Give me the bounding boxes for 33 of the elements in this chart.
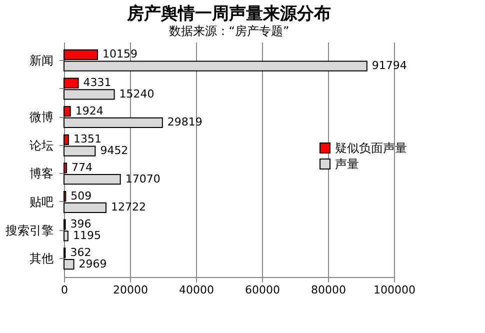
data-label: 1351 <box>73 132 102 146</box>
chart-subtitle: 数据来源：“房产专题” <box>168 24 290 38</box>
y-tick-label: 搜索引擎 <box>6 223 54 238</box>
legend-label: 声量 <box>335 157 359 171</box>
x-tick-label: 80000 <box>311 284 346 296</box>
x-tick-label: 40000 <box>179 284 214 296</box>
data-label: 91794 <box>372 59 407 72</box>
y-tick-label: 贴吧 <box>30 194 54 209</box>
data-label: 509 <box>70 189 92 202</box>
data-label: 17070 <box>125 172 160 186</box>
y-tick-label: 博客 <box>30 166 54 181</box>
data-label: 362 <box>70 246 92 259</box>
y-tick-label: 论坛 <box>30 138 54 152</box>
chart-title: 房产舆情一周声量来源分布 <box>126 4 331 24</box>
x-tick-label: 100000 <box>374 284 416 296</box>
x-tick-label: 20000 <box>113 284 148 296</box>
x-tick-label: 60000 <box>245 284 280 296</box>
data-label: 15240 <box>119 87 154 100</box>
data-label: 4331 <box>83 76 112 90</box>
data-label: 9452 <box>100 144 128 158</box>
data-label: 1924 <box>75 104 104 118</box>
y-tick-label: 其他 <box>30 252 54 266</box>
data-label: 29819 <box>167 116 202 129</box>
y-tick-label: 新闻 <box>30 53 54 68</box>
data-label: 12722 <box>110 200 146 214</box>
data-label: 2969 <box>78 257 107 270</box>
y-tick-label: 微博 <box>30 110 54 124</box>
data-label: 396 <box>70 218 92 231</box>
data-label: 10159 <box>102 48 138 61</box>
legend-label: 疑似负面声量 <box>335 141 407 155</box>
data-label: 774 <box>72 160 93 174</box>
x-tick-label: 0 <box>61 284 68 296</box>
data-label: 1195 <box>72 228 101 242</box>
